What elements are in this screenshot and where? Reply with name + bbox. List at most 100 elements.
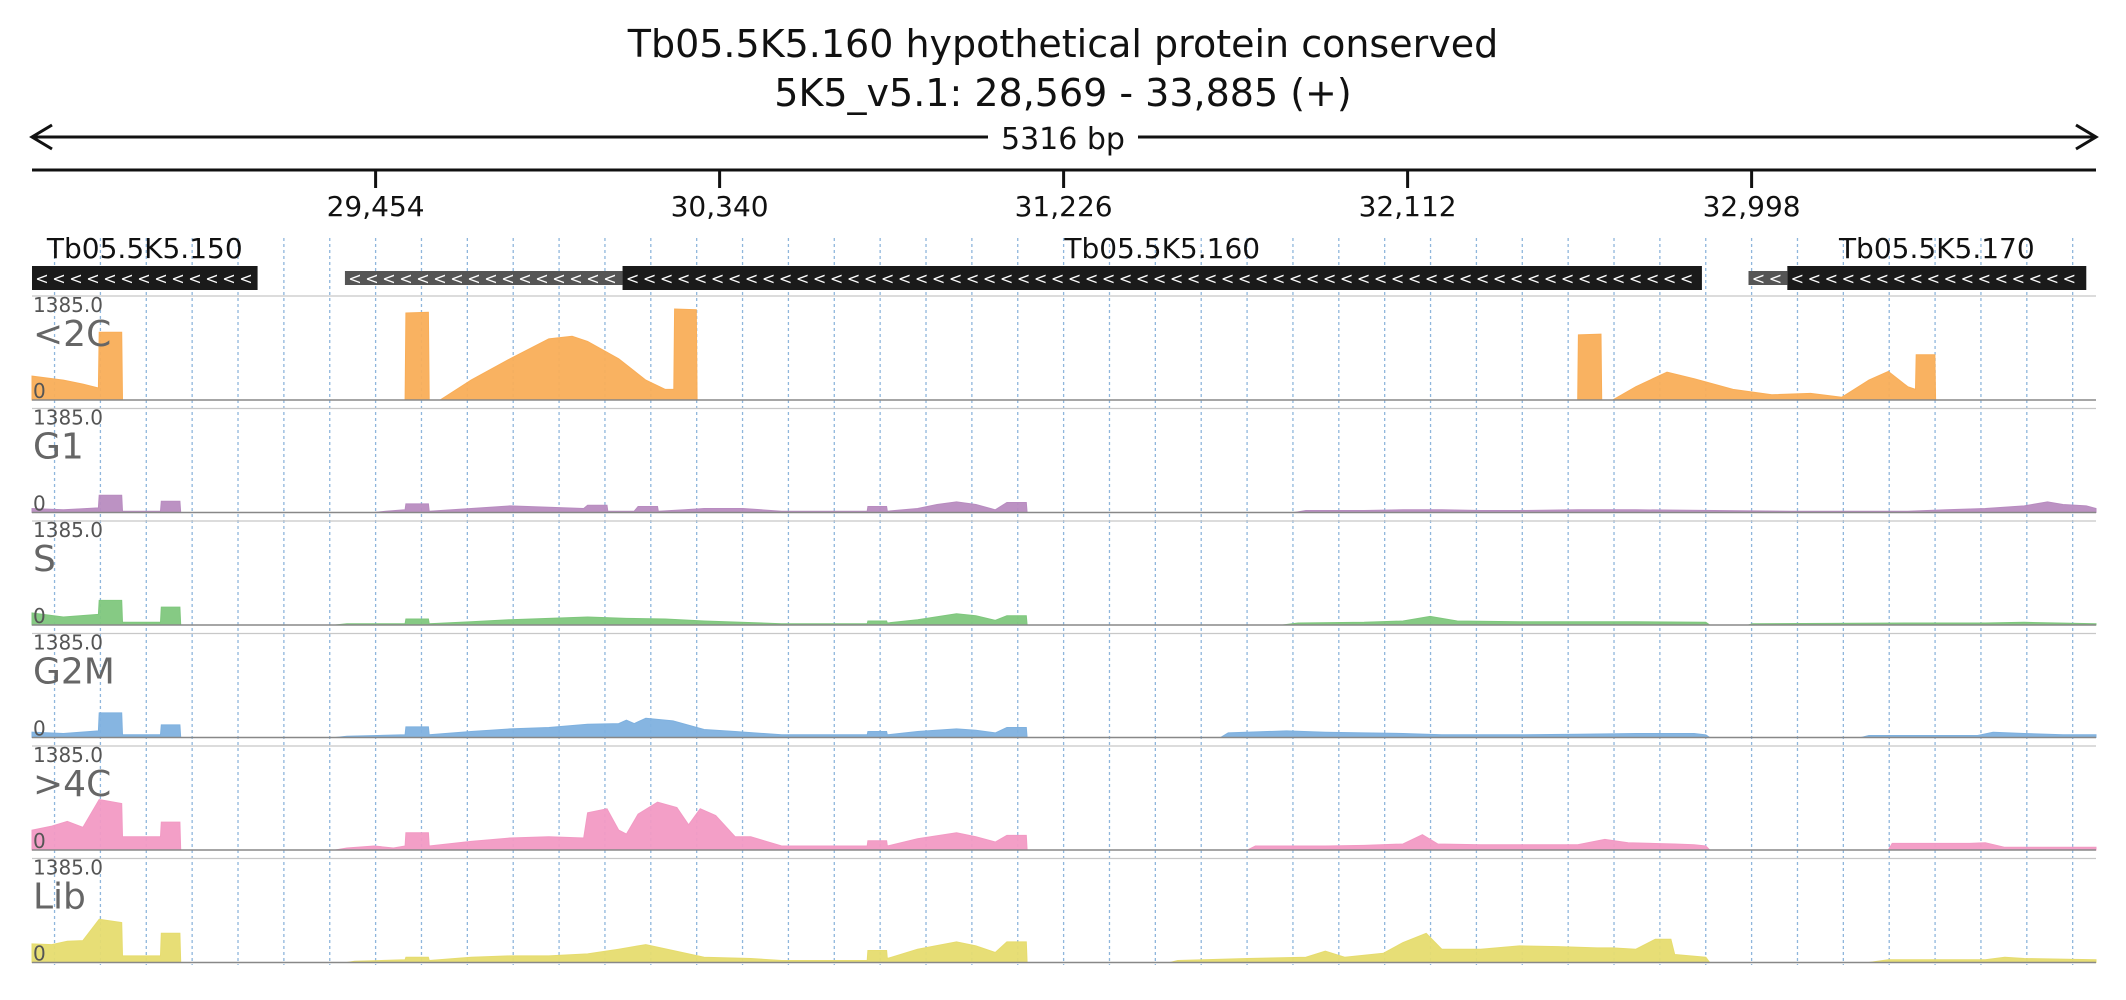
ruler-tick-label: 29,454 xyxy=(327,190,425,223)
chart-title: Tb05.5K5.160 hypothetical protein conser… xyxy=(627,22,1499,66)
strand-chevron: < xyxy=(467,269,480,288)
coverage-tracks: 1385.00<2C1385.00G11385.00S1385.00G2M138… xyxy=(31,293,2097,966)
strand-chevron: < xyxy=(1527,269,1540,288)
track-min-label: 0 xyxy=(33,379,46,403)
strand-chevron: < xyxy=(382,269,395,288)
coverage-track: 1385.0 0 Lib xyxy=(31,856,2097,966)
gene-feature[interactable] xyxy=(622,266,1702,290)
strand-chevron: < xyxy=(416,269,429,288)
strand-chevron: < xyxy=(1357,269,1370,288)
strand-chevron: < xyxy=(1646,269,1659,288)
strand-chevron: < xyxy=(433,269,446,288)
coverage-track: 1385.0 0 G2M xyxy=(31,631,2097,741)
strand-chevron: < xyxy=(660,269,673,288)
strand-chevron: < xyxy=(830,269,843,288)
strand-chevron: < xyxy=(745,269,758,288)
strand-chevron: < xyxy=(222,269,235,288)
strand-chevron: < xyxy=(694,269,707,288)
strand-chevron: < xyxy=(1221,269,1234,288)
track-max-label: 1385.0 xyxy=(33,631,103,655)
strand-chevron: < xyxy=(35,269,48,288)
track-max-label: 1385.0 xyxy=(33,743,103,767)
strand-chevron: < xyxy=(796,269,809,288)
ruler-tick-label: 32,112 xyxy=(1359,190,1457,223)
track-max-label: 1385.0 xyxy=(33,518,103,542)
track-max-label: 1385.0 xyxy=(33,856,103,880)
strand-chevron: < xyxy=(535,269,548,288)
strand-chevron: < xyxy=(1680,269,1693,288)
strand-chevron: < xyxy=(399,269,412,288)
strand-chevron: < xyxy=(137,269,150,288)
strand-chevron: < xyxy=(1876,269,1889,288)
coverage-track: 1385.0 0 S xyxy=(31,518,2097,628)
strand-chevron: < xyxy=(1391,269,1404,288)
strand-chevron: < xyxy=(1978,269,1991,288)
strand-chevron: < xyxy=(1825,269,1838,288)
strand-chevron: < xyxy=(2029,269,2042,288)
strand-chevron: < xyxy=(484,269,497,288)
strand-chevron: < xyxy=(1859,269,1872,288)
strand-chevron: < xyxy=(586,269,599,288)
strand-chevron: < xyxy=(1459,269,1472,288)
strand-chevron: < xyxy=(915,269,928,288)
gene-label: Tb05.5K5.150 xyxy=(46,232,243,265)
strand-chevron: < xyxy=(762,269,775,288)
strand-chevron: < xyxy=(1340,269,1353,288)
strand-chevron: < xyxy=(1034,269,1047,288)
strand-chevron: < xyxy=(1136,269,1149,288)
strand-chevron: < xyxy=(348,269,361,288)
strand-chevron: < xyxy=(1791,269,1804,288)
coverage-track: 1385.0 0 G1 xyxy=(31,406,2097,516)
strand-chevron: < xyxy=(86,269,99,288)
span-arrow-left-head xyxy=(29,123,53,151)
strand-chevron: < xyxy=(1170,269,1183,288)
track-max-label: 1385.0 xyxy=(33,293,103,317)
strand-chevron: < xyxy=(1425,269,1438,288)
strand-chevron: < xyxy=(239,269,252,288)
strand-chevron: < xyxy=(1051,269,1064,288)
strand-chevron: < xyxy=(1629,269,1642,288)
strand-chevron: < xyxy=(1153,269,1166,288)
strand-chevron: < xyxy=(1272,269,1285,288)
strand-chevron: < xyxy=(1893,269,1906,288)
strand-chevron: < xyxy=(1085,269,1098,288)
coverage-area xyxy=(31,798,2097,851)
gene-feature[interactable] xyxy=(344,271,623,285)
gene-label: Tb05.5K5.170 xyxy=(1838,232,2035,265)
gene-feature[interactable] xyxy=(1748,271,1788,285)
strand-chevron: < xyxy=(1961,269,1974,288)
strand-chevron: < xyxy=(1408,269,1421,288)
gene-feature[interactable] xyxy=(32,266,258,290)
strand-chevron: < xyxy=(1238,269,1251,288)
track-min-label: 0 xyxy=(33,604,46,628)
coverage-area xyxy=(31,308,1937,401)
strand-chevron: < xyxy=(711,269,724,288)
strand-chevron: < xyxy=(552,269,565,288)
strand-chevron: < xyxy=(205,269,218,288)
strand-chevron: < xyxy=(1842,269,1855,288)
strand-chevron: < xyxy=(1769,269,1782,288)
gene-feature[interactable] xyxy=(1787,266,2087,290)
strand-chevron: < xyxy=(2046,269,2059,288)
strand-chevron: < xyxy=(1306,269,1319,288)
strand-chevron: < xyxy=(2063,269,2076,288)
gene-track: < < < < < < < < < < < < <Tb05.5K5.150< < < < < < < < < < < < < < <… xyxy=(32,232,2087,290)
strand-chevron: < xyxy=(966,269,979,288)
ruler-tick-label: 32,998 xyxy=(1703,190,1801,223)
strand-chevron: < xyxy=(1323,269,1336,288)
strand-chevron: < xyxy=(450,269,463,288)
track-name: >4C xyxy=(33,764,111,805)
strand-chevron: < xyxy=(983,269,996,288)
strand-chevron: < xyxy=(1017,269,1030,288)
coverage-track: 1385.0 0 <2C xyxy=(31,293,2096,403)
strand-chevron: < xyxy=(1544,269,1557,288)
strand-chevron: < xyxy=(1102,269,1115,288)
strand-chevron: < xyxy=(813,269,826,288)
ruler-tick-label: 30,340 xyxy=(671,190,769,223)
strand-chevron: < xyxy=(120,269,133,288)
strand-chevron: < xyxy=(1510,269,1523,288)
chart-subtitle: 5K5_v5.1: 28,569 - 33,885 (+) xyxy=(774,71,1352,115)
gene-label: Tb05.5K5.160 xyxy=(1063,232,1260,265)
ruler-ticks: 29,454 30,340 31,226 32,112 32,998 xyxy=(327,170,1801,223)
track-max-label: 1385.0 xyxy=(33,406,103,430)
